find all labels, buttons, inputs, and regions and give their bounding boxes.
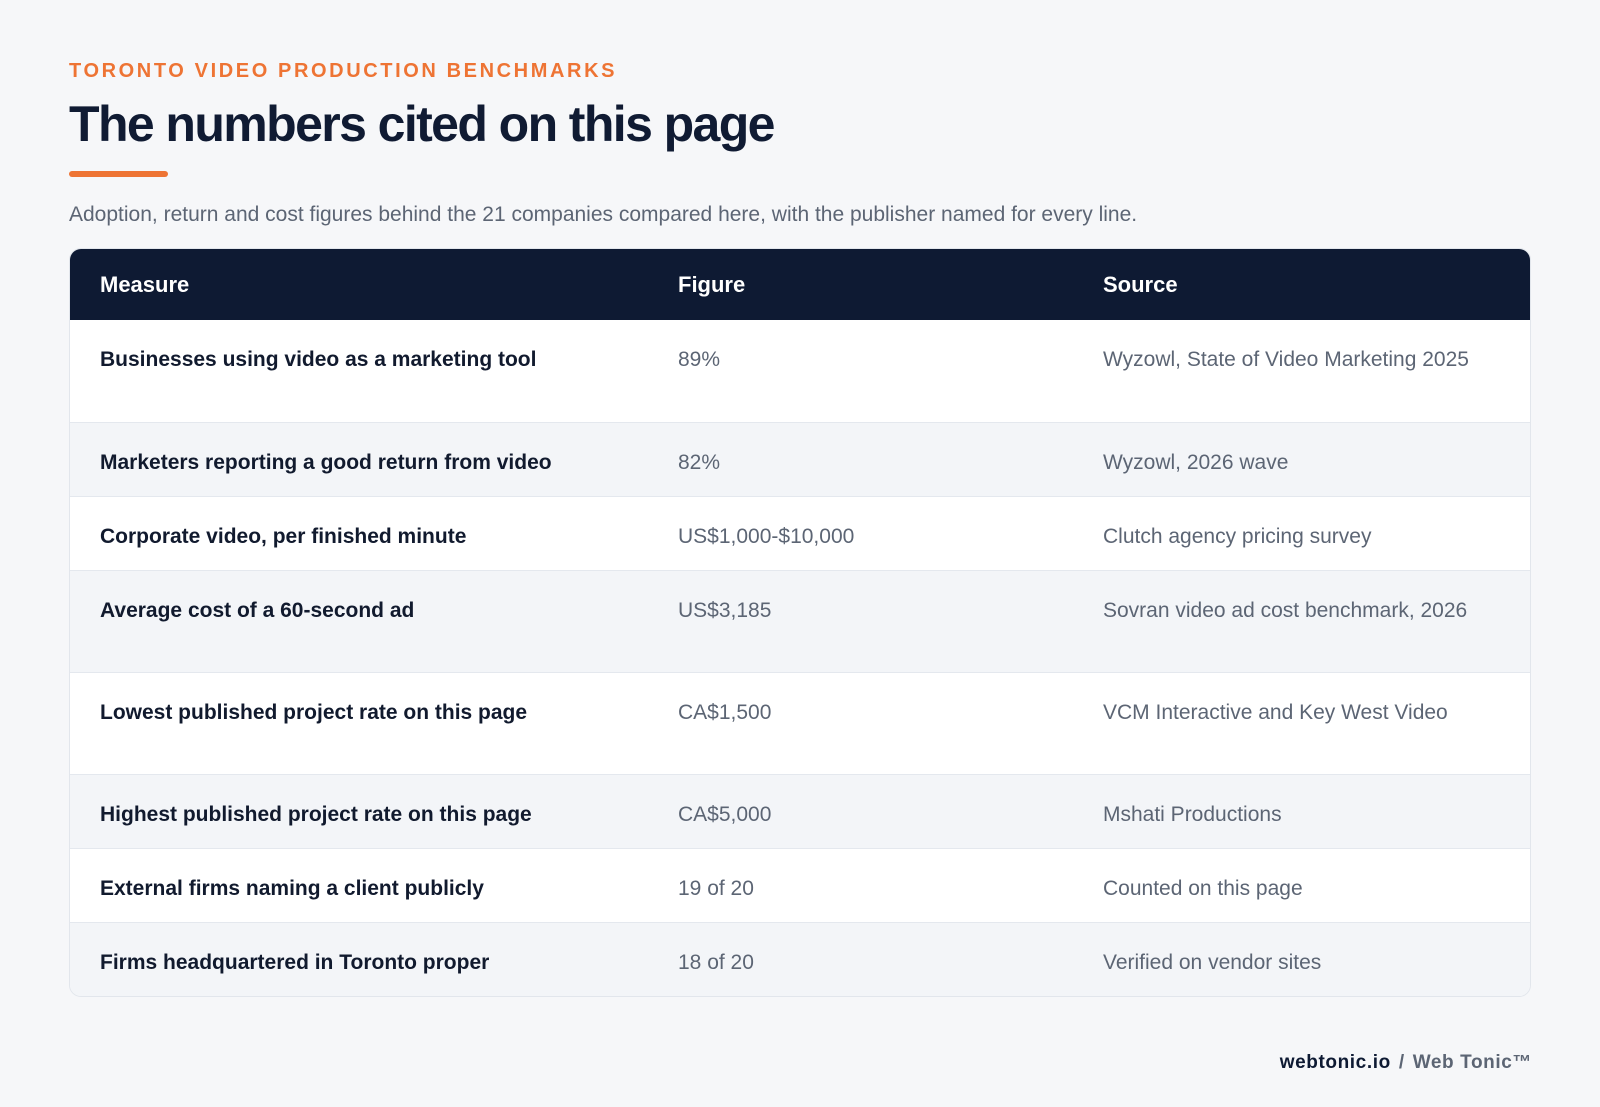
figure-cell: 18 of 20 (678, 951, 754, 974)
table-row: External firms naming a client publicly … (70, 848, 1530, 922)
page-title: The numbers cited on this page (69, 96, 775, 152)
column-header-source: Source (1103, 271, 1178, 297)
table-body: Businesses using video as a marketing to… (70, 320, 1530, 996)
footer-separator: / (1398, 1052, 1405, 1073)
table-row: Average cost of a 60-second ad US$3,185 … (70, 570, 1530, 672)
eyebrow-label: TORONTO VIDEO PRODUCTION BENCHMARKS (69, 60, 618, 82)
measure-cell: Lowest published project rate on this pa… (100, 701, 528, 724)
measure-cell: Highest published project rate on this p… (100, 803, 532, 826)
footer-site-link[interactable]: webtonic.io (1279, 1052, 1391, 1073)
page-subtitle: Adoption, return and cost figures behind… (69, 203, 1138, 226)
figure-cell: US$1,000-$10,000 (678, 525, 855, 548)
source-cell: VCM Interactive and Key West Video (1103, 701, 1448, 724)
figure-cell: 19 of 20 (678, 877, 754, 900)
measure-cell: Businesses using video as a marketing to… (100, 348, 537, 371)
footer-brand: Web Tonic™ (1412, 1052, 1532, 1073)
measure-cell: Marketers reporting a good return from v… (100, 451, 552, 474)
figure-cell: 89% (678, 348, 721, 371)
measure-cell: Corporate video, per finished minute (100, 525, 467, 548)
measure-cell: Average cost of a 60-second ad (100, 599, 415, 622)
table-row: Businesses using video as a marketing to… (70, 320, 1530, 422)
table-row: Firms headquartered in Toronto proper 18… (70, 922, 1530, 996)
source-cell: Clutch agency pricing survey (1103, 525, 1372, 548)
figure-cell: 82% (678, 451, 721, 474)
benchmarks-table: Measure Figure Source Businesses using v… (69, 248, 1531, 997)
title-accent-bar (69, 171, 168, 177)
source-cell: Counted on this page (1103, 877, 1303, 900)
source-cell: Mshati Productions (1103, 803, 1282, 826)
source-cell: Verified on vendor sites (1103, 951, 1322, 974)
table-row: Lowest published project rate on this pa… (70, 672, 1530, 774)
figure-cell: CA$1,500 (678, 701, 772, 724)
source-cell: Wyzowl, State of Video Marketing 2025 (1103, 348, 1469, 371)
column-header-figure: Figure (678, 271, 746, 297)
footer-credit: webtonic.io / Web Tonic™ (1280, 1052, 1532, 1074)
figure-cell: US$3,185 (678, 599, 772, 622)
measure-cell: External firms naming a client publicly (100, 877, 484, 900)
table-row: Corporate video, per finished minute US$… (70, 496, 1530, 570)
source-cell: Sovran video ad cost benchmark, 2026 (1103, 599, 1468, 622)
source-cell: Wyzowl, 2026 wave (1103, 451, 1289, 474)
page-content: TORONTO VIDEO PRODUCTION BENCHMARKS The … (69, 58, 1531, 997)
column-header-measure: Measure (100, 271, 190, 297)
measure-cell: Firms headquartered in Toronto proper (100, 951, 490, 974)
table-header-row: Measure Figure Source (70, 249, 1530, 320)
table-row: Marketers reporting a good return from v… (70, 422, 1530, 496)
figure-cell: CA$5,000 (678, 803, 772, 826)
table-row: Highest published project rate on this p… (70, 774, 1530, 848)
